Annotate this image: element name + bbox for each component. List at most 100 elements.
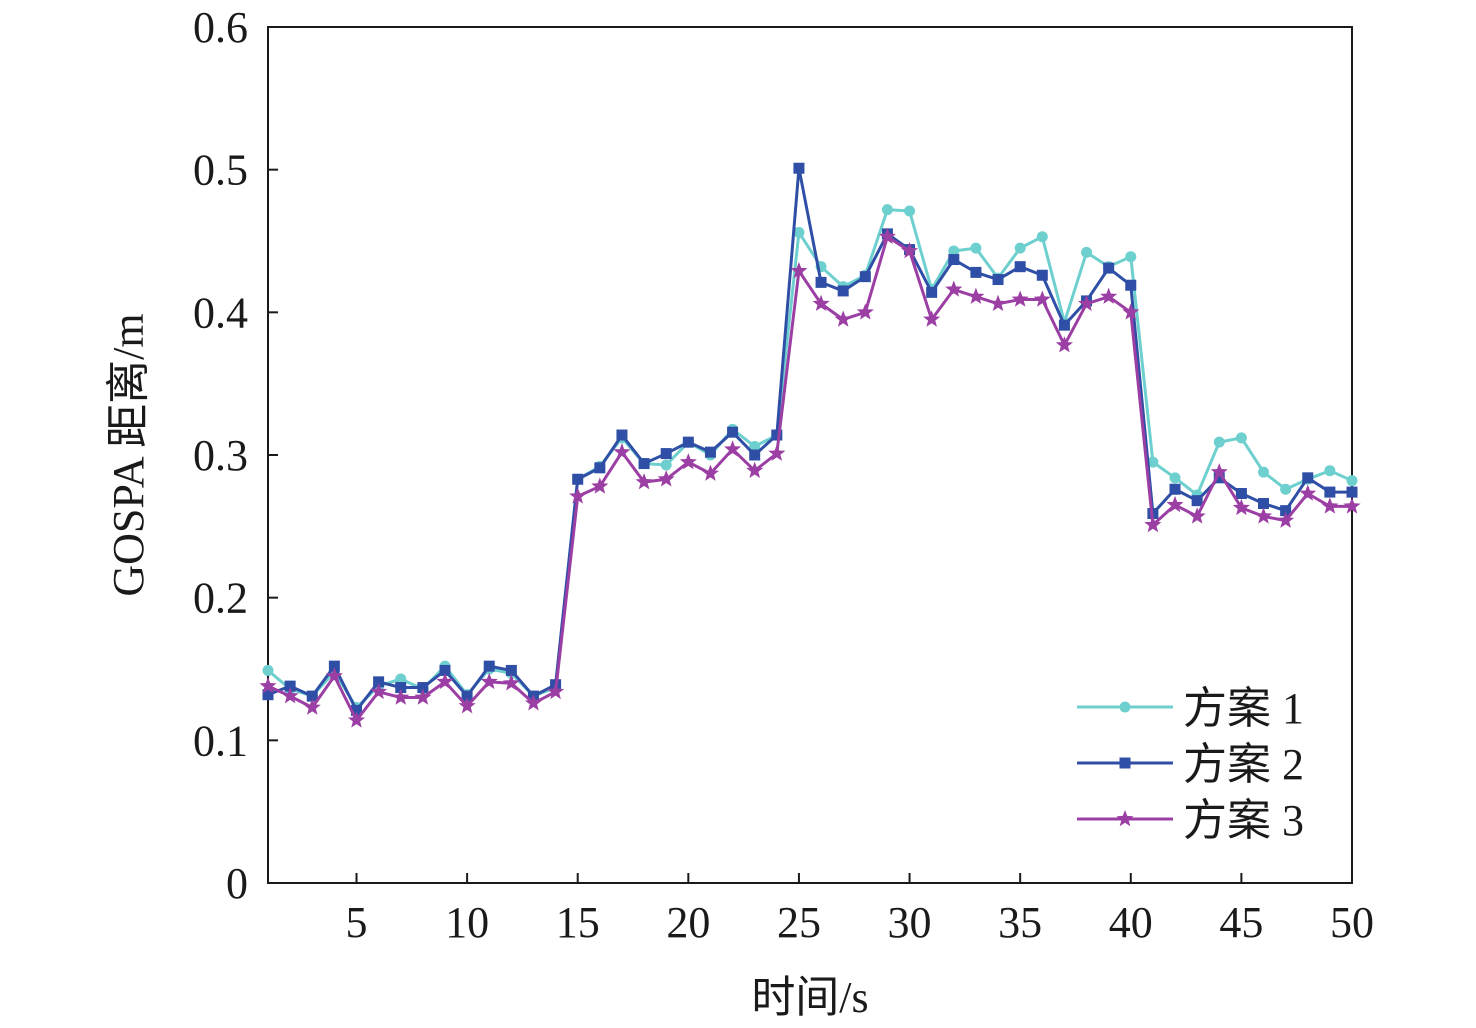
data-point <box>1169 483 1181 495</box>
data-point <box>837 285 849 297</box>
data-point <box>1254 507 1273 524</box>
y-tick-label: 0.6 <box>193 3 248 52</box>
data-point <box>284 680 296 692</box>
series-3 <box>259 227 1361 728</box>
data-point <box>1036 231 1048 243</box>
data-point <box>1235 432 1247 444</box>
series-layer <box>259 162 1361 728</box>
data-point <box>303 698 321 715</box>
x-axis-ticks: 5 10 15 20 25 30 35 40 45 50 <box>345 873 1374 947</box>
data-point <box>1033 290 1051 307</box>
data-point <box>1280 505 1292 517</box>
data-point <box>483 660 495 672</box>
data-point <box>395 673 407 685</box>
data-point <box>1081 246 1093 258</box>
legend-item: 方案 2 <box>1077 740 1304 789</box>
data-point <box>790 261 808 279</box>
data-point <box>701 464 720 481</box>
data-point <box>1191 495 1203 507</box>
data-point <box>1100 287 1118 304</box>
legend-item: 方案 1 <box>1077 684 1304 733</box>
data-point <box>638 458 650 470</box>
data-point <box>392 688 410 705</box>
data-point <box>657 470 675 487</box>
data-point <box>594 462 606 474</box>
data-point <box>948 254 960 266</box>
data-point <box>746 461 764 478</box>
data-point <box>1346 475 1358 487</box>
data-point <box>926 286 938 298</box>
data-point <box>1036 269 1048 281</box>
data-point <box>572 473 584 485</box>
data-point <box>878 227 896 244</box>
legend-item: 方案 3 <box>1077 796 1304 845</box>
data-point <box>461 690 473 702</box>
y-axis-label: GOSPA 距离/m <box>104 313 153 596</box>
legend: 方案 1 方案 2 方案 3 <box>1077 684 1304 845</box>
legend-label: 方案 1 <box>1183 684 1304 733</box>
data-point <box>502 674 520 691</box>
data-point <box>480 672 498 690</box>
x-tick-label: 5 <box>345 898 367 947</box>
data-point <box>1055 336 1073 353</box>
data-point <box>458 697 476 714</box>
data-point <box>591 477 609 494</box>
data-point <box>1169 472 1181 484</box>
data-point <box>749 449 761 461</box>
data-point <box>569 487 587 504</box>
data-point <box>945 280 963 297</box>
data-point <box>904 205 916 217</box>
data-point <box>547 682 565 700</box>
y-tick-label: 0.3 <box>193 431 248 480</box>
data-point <box>262 664 274 676</box>
data-point <box>1125 279 1137 291</box>
data-point <box>1122 303 1140 320</box>
series-line-3 <box>267 235 1352 722</box>
data-point <box>1346 486 1358 498</box>
y-tick-label: 0 <box>226 859 248 908</box>
data-point <box>1166 495 1184 513</box>
x-tick-label: 40 <box>1109 898 1153 947</box>
legend-label: 方案 2 <box>1183 740 1304 789</box>
data-point <box>281 687 299 704</box>
legend-marker <box>1119 757 1131 769</box>
data-point <box>1011 290 1029 307</box>
series-line-1 <box>267 208 1353 710</box>
data-point <box>1014 242 1026 254</box>
y-tick-label: 0.2 <box>193 574 248 623</box>
data-point <box>1103 262 1115 274</box>
data-point <box>1299 484 1317 501</box>
data-point <box>505 664 517 676</box>
data-point <box>682 436 694 448</box>
data-point <box>1188 507 1206 524</box>
data-point <box>439 664 451 676</box>
x-tick-label: 15 <box>556 898 600 947</box>
data-point <box>1014 261 1026 273</box>
x-tick-label: 25 <box>777 898 821 947</box>
data-point <box>970 242 982 254</box>
legend-marker <box>1116 810 1134 827</box>
data-point <box>370 682 388 700</box>
data-point <box>967 287 985 304</box>
data-point <box>1077 294 1096 312</box>
data-point <box>347 711 366 728</box>
y-tick-label: 0.5 <box>193 146 248 195</box>
data-point <box>436 672 454 690</box>
data-point <box>856 303 874 320</box>
data-point <box>1280 483 1292 495</box>
data-point <box>1324 486 1336 498</box>
data-point <box>815 276 827 288</box>
data-point <box>1321 497 1339 514</box>
x-tick-label: 50 <box>1330 898 1374 947</box>
data-point <box>660 448 672 460</box>
x-tick-label: 35 <box>998 898 1042 947</box>
data-point <box>948 245 960 257</box>
data-point <box>306 690 318 702</box>
data-point <box>970 266 982 278</box>
y-axis-ticks: 0 0.1 0.2 0.3 0.4 0.5 0.6 <box>193 3 278 908</box>
x-tick-label: 20 <box>666 898 710 947</box>
data-point <box>660 459 672 471</box>
data-point <box>395 682 407 694</box>
x-tick-label: 45 <box>1219 898 1263 947</box>
data-point <box>1213 436 1225 448</box>
